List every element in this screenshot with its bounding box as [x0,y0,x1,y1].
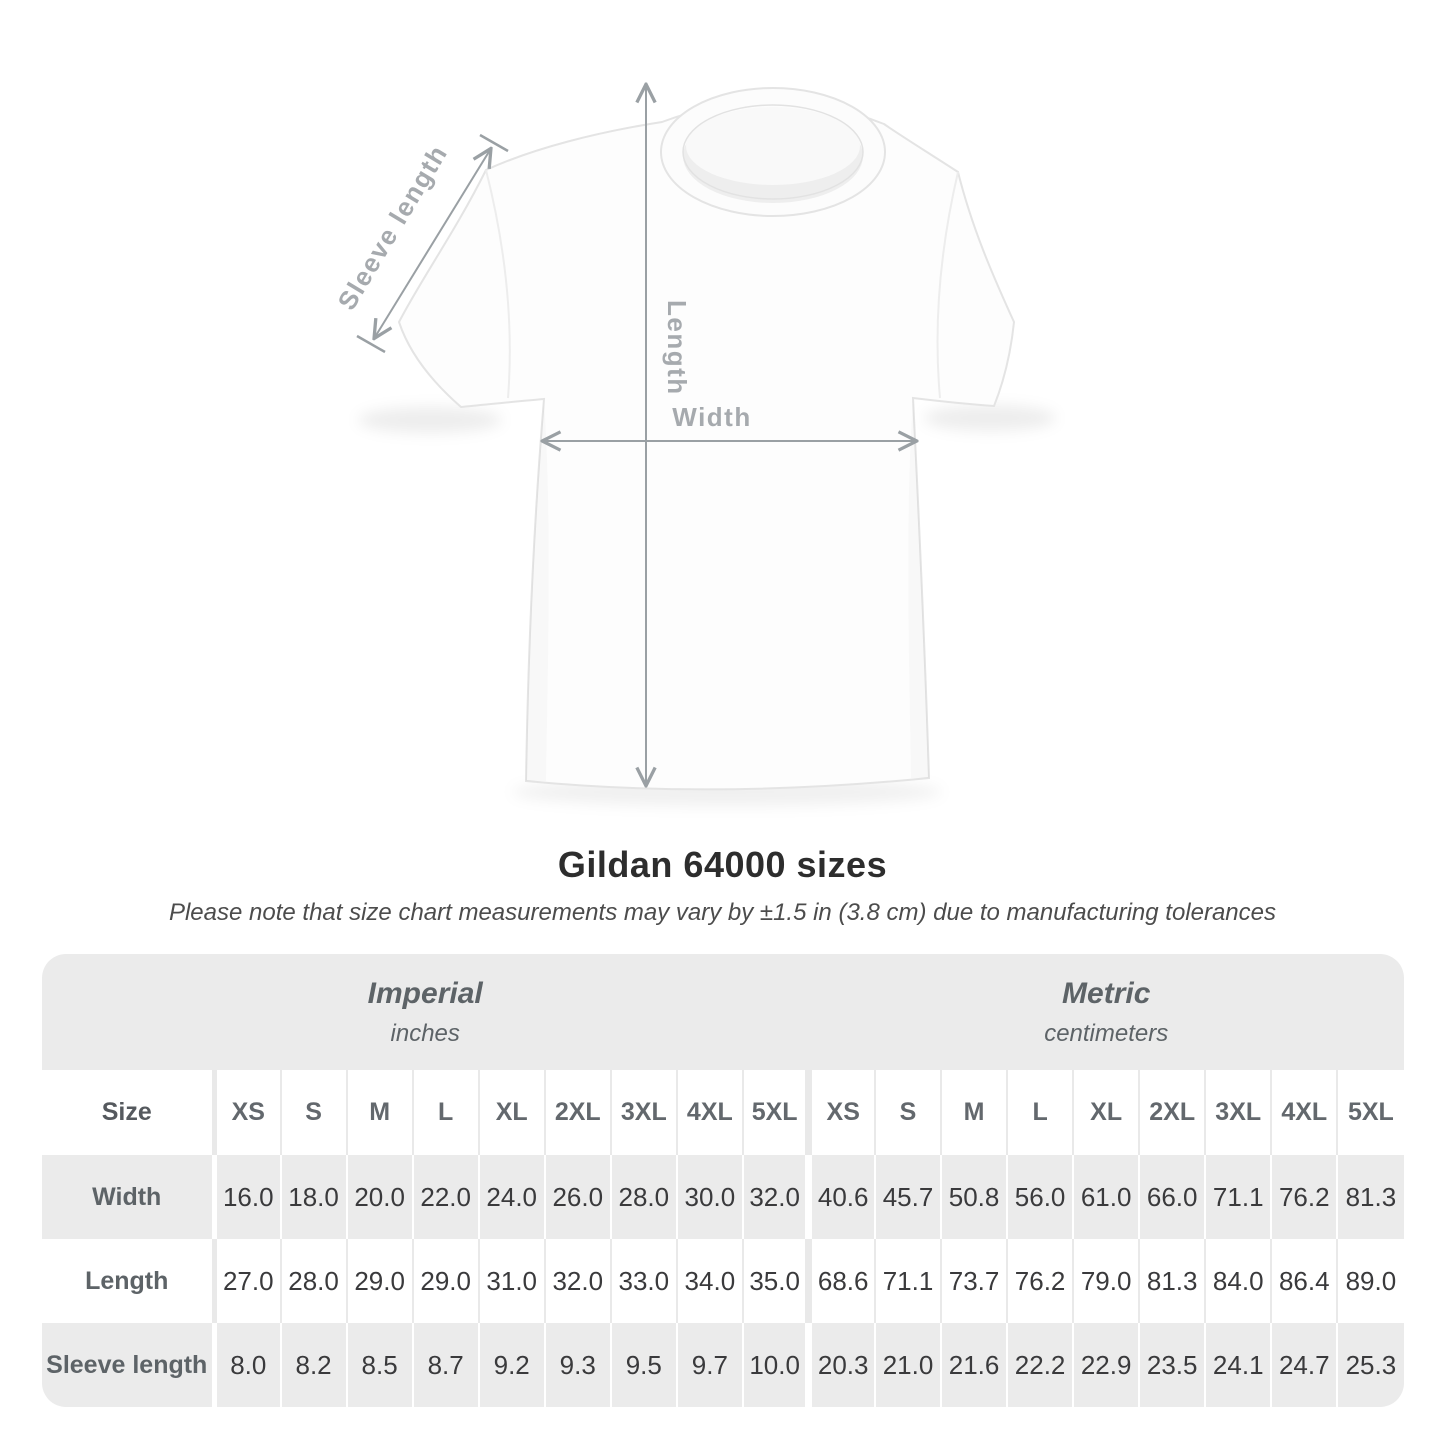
measurement-cell: 8.7 [411,1323,479,1407]
row-label: Width [41,1155,215,1239]
unit-group-header-row: Imperial inches Metric centimeters [41,954,1404,1070]
measurement-cell: 66.0 [1138,1155,1206,1239]
size-col-header: XL [477,1070,545,1155]
size-col-header: 2XL [1138,1070,1206,1155]
measurement-cell: 73.7 [940,1239,1008,1323]
measurement-cell: 50.8 [940,1155,1008,1239]
measurement-cell: 32.0 [741,1155,809,1239]
size-header-row: Size XS S M L XL 2XL 3XL 4XL 5XL XS S M … [41,1070,1404,1155]
measurement-cell: 56.0 [1006,1155,1074,1239]
measurement-cell: 61.0 [1072,1155,1140,1239]
measurement-cell: 10.0 [741,1323,809,1407]
size-table: Imperial inches Metric centimeters Size … [41,954,1404,1407]
measurement-cell: 8.5 [345,1323,413,1407]
size-col-header: XS [805,1070,875,1155]
sleeve-length-row: Sleeve length 8.0 8.2 8.5 8.7 9.2 9.3 9.… [41,1323,1404,1407]
measurement-cell: 24.0 [477,1155,545,1239]
measurement-cell: 30.0 [675,1155,743,1239]
measurement-cell: 9.7 [675,1323,743,1407]
size-diagram: Length Width Sleeve length [331,0,1056,806]
measurement-cell: 33.0 [609,1239,677,1323]
measurement-cell: 71.1 [873,1239,942,1323]
size-header-label: Size [41,1070,215,1155]
measurement-cell: 22.0 [411,1155,479,1239]
page-title: Gildan 64000 sizes [557,844,888,885]
size-col-header: S [873,1070,942,1155]
chart-heading: Gildan 64000 sizes Please note that size… [0,844,1445,927]
measurement-cell: 22.2 [1006,1323,1074,1407]
measurement-cell: 32.0 [543,1239,611,1323]
measurement-cell: 31.0 [477,1239,545,1323]
measurement-cell: 18.0 [279,1155,347,1239]
measurement-cell: 89.0 [1336,1239,1404,1323]
size-col-header: 5XL [741,1070,809,1155]
size-col-header: 3XL [1204,1070,1272,1155]
size-col-header: XL [1072,1070,1140,1155]
measurement-cell: 45.7 [873,1155,942,1239]
measurement-cell: 9.2 [477,1323,545,1407]
size-col-header: 4XL [1270,1070,1338,1155]
measurement-cell: 28.0 [279,1239,347,1323]
metric-label: Metric [1062,976,1151,1010]
sleeve-length-arrow [356,133,509,354]
size-table-container: Imperial inches Metric centimeters Size … [41,954,1404,1407]
measurement-cell: 68.6 [805,1239,875,1323]
measurement-cell: 9.3 [543,1323,611,1407]
measurement-cell: 86.4 [1270,1239,1338,1323]
size-col-header: M [940,1070,1008,1155]
measurement-cell: 16.0 [211,1155,281,1239]
measurement-cell: 23.5 [1138,1323,1206,1407]
size-col-header: M [345,1070,413,1155]
row-label: Length [41,1239,215,1323]
measurement-cell: 81.3 [1336,1155,1404,1239]
length-label: Length [662,300,692,396]
measurement-cell: 21.6 [940,1323,1008,1407]
measurement-cell: 40.6 [805,1155,875,1239]
measurement-cell: 29.0 [411,1239,479,1323]
measurement-cell: 20.0 [345,1155,413,1239]
measurement-cell: 20.3 [805,1323,875,1407]
measurement-cell: 29.0 [345,1239,413,1323]
measurement-cell: 8.2 [279,1323,347,1407]
width-row: Width 16.0 18.0 20.0 22.0 24.0 26.0 28.0… [41,1155,1404,1239]
size-col-header: 2XL [543,1070,611,1155]
measurement-cell: 76.2 [1270,1155,1338,1239]
measurement-cell: 9.5 [609,1323,677,1407]
tshirt-measurement-illustration: Length Width Sleeve length [331,0,1056,806]
measurement-cell: 22.9 [1072,1323,1140,1407]
measurement-cell: 24.1 [1204,1323,1272,1407]
measurement-cell: 71.1 [1204,1155,1272,1239]
length-row: Length 27.0 28.0 29.0 29.0 31.0 32.0 33.… [41,1239,1404,1323]
tshirt-image [397,87,1016,791]
metric-group-header: Metric centimeters [808,954,1404,1070]
measurement-cell: 26.0 [543,1155,611,1239]
measurement-cell: 79.0 [1072,1239,1140,1323]
imperial-label: Imperial [367,976,483,1010]
size-col-header: L [1006,1070,1074,1155]
measurement-cell: 25.3 [1336,1323,1404,1407]
tolerance-note: Please note that size chart measurements… [168,899,1277,926]
measurement-cell: 27.0 [211,1239,281,1323]
measurement-cell: 28.0 [609,1155,677,1239]
measurement-cell: 81.3 [1138,1239,1206,1323]
measurement-cell: 84.0 [1204,1239,1272,1323]
metric-unit: centimeters [1044,1019,1169,1047]
size-col-header: L [411,1070,479,1155]
size-col-header: S [279,1070,347,1155]
imperial-group-header: Imperial inches [41,954,809,1070]
size-col-header: 5XL [1336,1070,1404,1155]
measurement-cell: 21.0 [873,1323,942,1407]
measurement-cell: 8.0 [211,1323,281,1407]
width-label: Width [672,402,751,432]
measurement-cell: 76.2 [1006,1239,1074,1323]
measurement-cell: 34.0 [675,1239,743,1323]
size-col-header: XS [211,1070,281,1155]
measurement-cell: 35.0 [741,1239,809,1323]
size-col-header: 3XL [609,1070,677,1155]
imperial-unit: inches [390,1019,460,1047]
row-label: Sleeve length [41,1323,215,1407]
measurement-cell: 24.7 [1270,1323,1338,1407]
size-col-header: 4XL [675,1070,743,1155]
